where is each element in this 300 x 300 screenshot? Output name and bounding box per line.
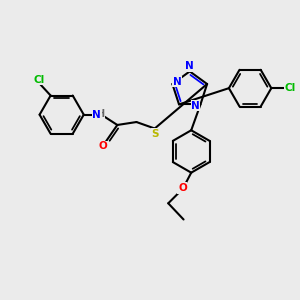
Text: Cl: Cl [33, 75, 44, 85]
Text: N: N [191, 101, 200, 111]
Text: O: O [178, 183, 187, 193]
Text: H: H [97, 109, 105, 119]
Text: Cl: Cl [284, 83, 296, 93]
Text: N: N [173, 76, 182, 87]
Text: N: N [92, 110, 101, 120]
Text: S: S [152, 129, 159, 139]
Text: O: O [99, 142, 108, 152]
Text: N: N [185, 61, 194, 71]
